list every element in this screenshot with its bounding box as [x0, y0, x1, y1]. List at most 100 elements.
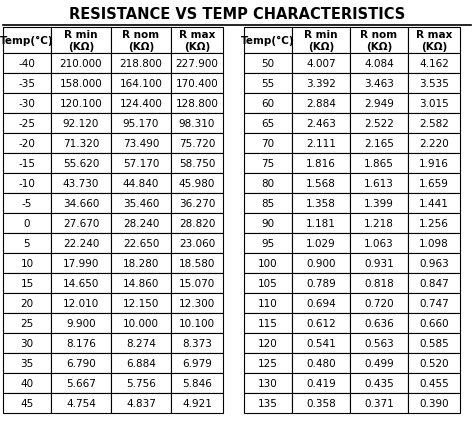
Bar: [408, 194, 460, 214]
Text: 14.860: 14.860: [123, 278, 159, 289]
Bar: [171, 313, 223, 333]
Bar: [51, 353, 111, 373]
Bar: [350, 54, 408, 74]
Text: 6.884: 6.884: [126, 358, 156, 368]
Bar: [292, 393, 350, 413]
Bar: [171, 94, 223, 114]
Text: 0.435: 0.435: [364, 378, 394, 388]
Bar: [171, 333, 223, 353]
Bar: [111, 74, 171, 94]
Bar: [350, 114, 408, 134]
Bar: [3, 393, 51, 413]
Text: 95: 95: [261, 239, 274, 249]
Text: 0.720: 0.720: [364, 298, 394, 308]
Bar: [292, 373, 350, 393]
Text: 2.111: 2.111: [306, 139, 336, 149]
Bar: [244, 273, 292, 293]
Bar: [350, 353, 408, 373]
Bar: [244, 154, 292, 174]
Text: 1.181: 1.181: [306, 218, 336, 228]
Bar: [171, 273, 223, 293]
Bar: [244, 293, 292, 313]
Bar: [408, 114, 460, 134]
Bar: [171, 54, 223, 74]
Text: 28.820: 28.820: [179, 218, 215, 228]
Text: 2.582: 2.582: [419, 119, 449, 129]
Text: 105: 105: [258, 278, 278, 289]
Bar: [51, 94, 111, 114]
Text: R nom
(KΩ): R nom (KΩ): [360, 30, 398, 52]
Bar: [350, 333, 408, 353]
Text: 18.580: 18.580: [179, 258, 215, 268]
Text: 0.541: 0.541: [306, 338, 336, 348]
Bar: [3, 94, 51, 114]
Bar: [244, 233, 292, 253]
Text: 2.463: 2.463: [306, 119, 336, 129]
Bar: [51, 154, 111, 174]
Text: 110: 110: [258, 298, 278, 308]
Text: 1.063: 1.063: [364, 239, 394, 249]
Text: 0.390: 0.390: [419, 398, 449, 408]
Bar: [3, 114, 51, 134]
Bar: [111, 353, 171, 373]
Bar: [292, 194, 350, 214]
Bar: [408, 233, 460, 253]
Bar: [111, 28, 171, 54]
Text: 3.535: 3.535: [419, 79, 449, 89]
Bar: [51, 28, 111, 54]
Bar: [3, 194, 51, 214]
Bar: [171, 293, 223, 313]
Bar: [111, 313, 171, 333]
Bar: [244, 54, 292, 74]
Bar: [3, 28, 51, 54]
Bar: [111, 154, 171, 174]
Text: 40: 40: [20, 378, 34, 388]
Bar: [350, 373, 408, 393]
Text: 0.499: 0.499: [364, 358, 394, 368]
Text: 22.650: 22.650: [123, 239, 159, 249]
Bar: [244, 373, 292, 393]
Bar: [51, 194, 111, 214]
Bar: [408, 54, 460, 74]
Bar: [3, 293, 51, 313]
Bar: [3, 174, 51, 194]
Text: 164.100: 164.100: [119, 79, 163, 89]
Bar: [111, 54, 171, 74]
Bar: [171, 393, 223, 413]
Text: 25: 25: [20, 318, 34, 328]
Bar: [292, 293, 350, 313]
Bar: [171, 114, 223, 134]
Bar: [111, 273, 171, 293]
Bar: [111, 333, 171, 353]
Text: R min
(KΩ): R min (KΩ): [64, 30, 98, 52]
Text: -15: -15: [18, 159, 36, 169]
Bar: [292, 333, 350, 353]
Text: 1.029: 1.029: [306, 239, 336, 249]
Bar: [51, 233, 111, 253]
Text: 10.000: 10.000: [123, 318, 159, 328]
Text: 45: 45: [20, 398, 34, 408]
Bar: [350, 214, 408, 233]
Text: 15.070: 15.070: [179, 278, 215, 289]
Bar: [350, 313, 408, 333]
Text: 98.310: 98.310: [179, 119, 215, 129]
Bar: [3, 233, 51, 253]
Text: R min
(KΩ): R min (KΩ): [304, 30, 338, 52]
Bar: [171, 154, 223, 174]
Text: -30: -30: [18, 99, 36, 109]
Text: 135: 135: [258, 398, 278, 408]
Text: 1.098: 1.098: [419, 239, 449, 249]
Bar: [171, 253, 223, 273]
Text: 0.612: 0.612: [306, 318, 336, 328]
Bar: [292, 154, 350, 174]
Bar: [111, 253, 171, 273]
Text: 128.800: 128.800: [175, 99, 219, 109]
Text: 170.400: 170.400: [176, 79, 219, 89]
Text: 36.270: 36.270: [179, 199, 215, 209]
Bar: [350, 194, 408, 214]
Text: 0.660: 0.660: [419, 318, 449, 328]
Text: 71.320: 71.320: [63, 139, 99, 149]
Text: 35: 35: [20, 358, 34, 368]
Bar: [350, 94, 408, 114]
Bar: [3, 333, 51, 353]
